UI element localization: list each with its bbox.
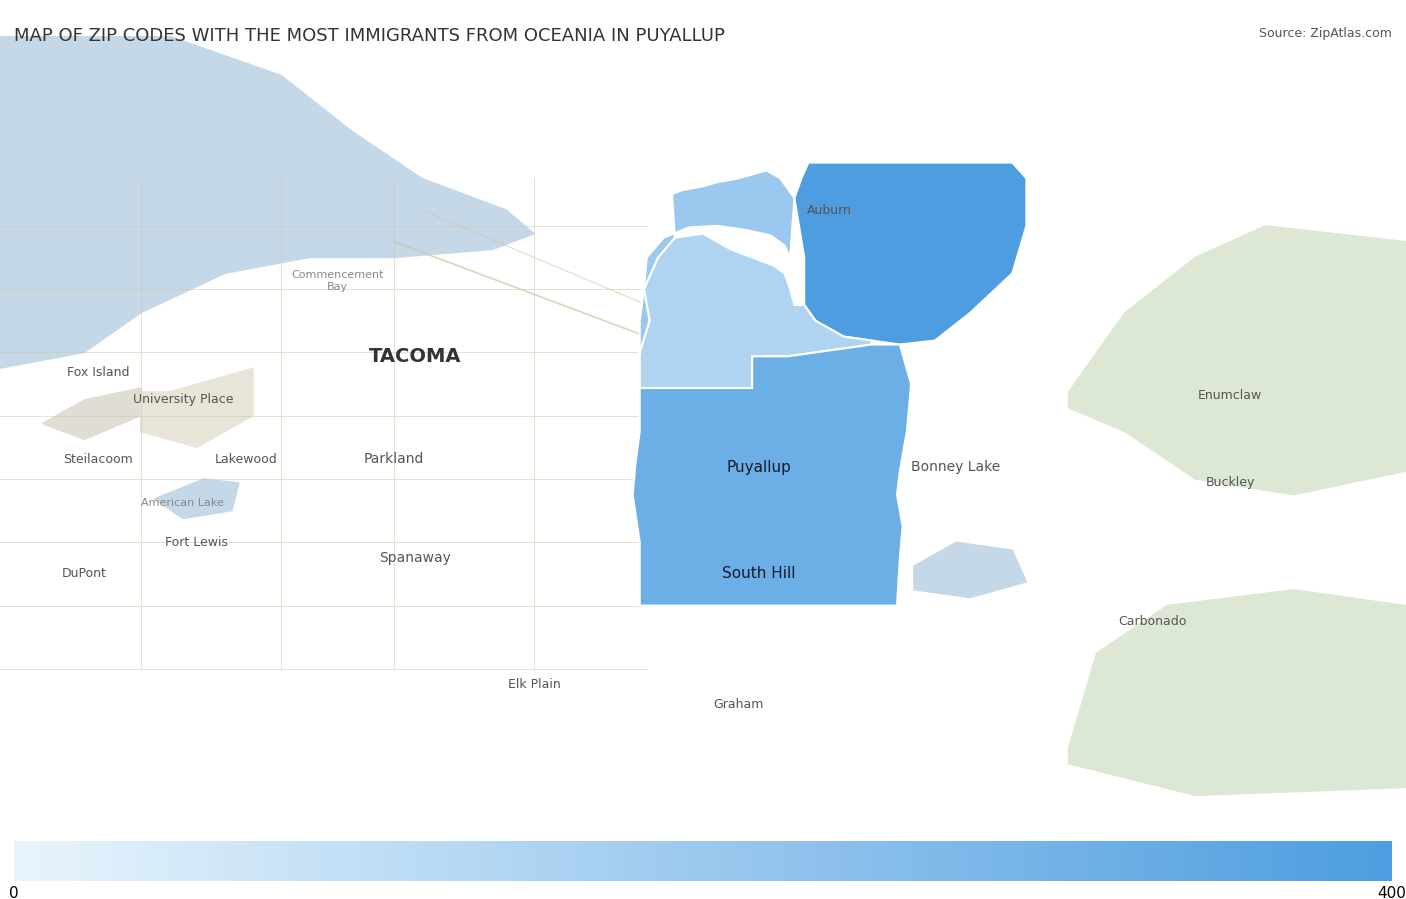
Text: Carbonado: Carbonado — [1119, 615, 1187, 628]
Text: American Lake: American Lake — [142, 498, 224, 508]
Polygon shape — [0, 36, 450, 369]
Polygon shape — [640, 234, 872, 388]
Text: Bonney Lake: Bonney Lake — [911, 460, 1001, 474]
Text: Buckley: Buckley — [1205, 476, 1256, 489]
Text: Commencement
Bay: Commencement Bay — [291, 271, 384, 292]
Text: Auburn: Auburn — [807, 203, 852, 217]
Polygon shape — [155, 479, 239, 519]
Text: TACOMA: TACOMA — [368, 347, 461, 366]
Polygon shape — [141, 369, 253, 448]
Text: Enumclaw: Enumclaw — [1198, 389, 1263, 403]
Polygon shape — [914, 542, 1026, 598]
Text: Graham: Graham — [713, 698, 763, 711]
Text: DuPont: DuPont — [62, 567, 107, 581]
Text: Lakewood: Lakewood — [215, 453, 277, 466]
Text: MAP OF ZIP CODES WITH THE MOST IMMIGRANTS FROM OCEANIA IN PUYALLUP: MAP OF ZIP CODES WITH THE MOST IMMIGRANT… — [14, 27, 725, 45]
Polygon shape — [42, 388, 141, 440]
Text: Parkland: Parkland — [364, 452, 423, 467]
Text: Spanaway: Spanaway — [378, 551, 451, 565]
Text: South Hill: South Hill — [723, 566, 796, 582]
Text: Fort Lewis: Fort Lewis — [166, 536, 228, 548]
Polygon shape — [640, 171, 794, 356]
Text: Source: ZipAtlas.com: Source: ZipAtlas.com — [1258, 27, 1392, 40]
Polygon shape — [1069, 226, 1406, 494]
Polygon shape — [1069, 590, 1406, 796]
Text: Elk Plain: Elk Plain — [508, 678, 561, 691]
Polygon shape — [281, 163, 534, 257]
Text: Steilacoom: Steilacoom — [63, 453, 134, 466]
Polygon shape — [633, 344, 911, 606]
Text: Fox Island: Fox Island — [67, 366, 129, 378]
Polygon shape — [794, 163, 1026, 344]
Text: University Place: University Place — [132, 394, 233, 406]
Text: Puyallup: Puyallup — [727, 459, 792, 475]
